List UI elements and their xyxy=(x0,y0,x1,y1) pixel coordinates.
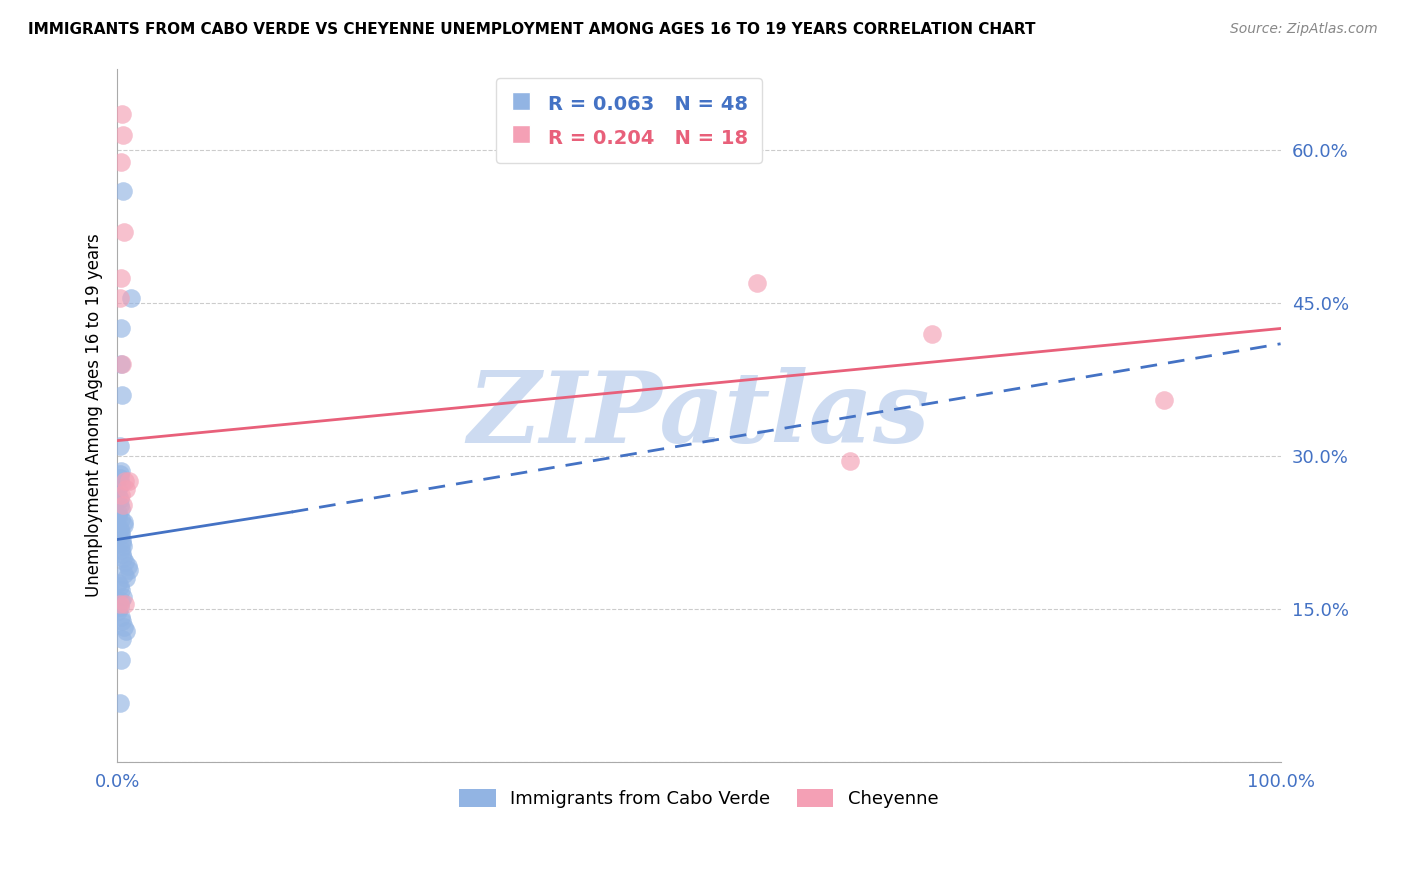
Point xyxy=(107,506,129,520)
Point xyxy=(108,696,131,710)
Point xyxy=(112,515,135,529)
Point xyxy=(110,270,132,285)
Point xyxy=(107,488,129,502)
Point xyxy=(108,471,131,485)
Point xyxy=(110,593,132,607)
Point xyxy=(110,464,132,478)
Point xyxy=(839,454,862,468)
Point xyxy=(111,357,134,371)
Point xyxy=(111,128,134,142)
Legend: Immigrants from Cabo Verde, Cheyenne: Immigrants from Cabo Verde, Cheyenne xyxy=(453,781,946,815)
Point xyxy=(118,563,141,577)
Point xyxy=(110,653,132,667)
Point xyxy=(111,632,134,647)
Point xyxy=(111,107,134,121)
Point xyxy=(108,439,131,453)
Point xyxy=(108,498,131,512)
Point xyxy=(110,488,132,502)
Point xyxy=(114,475,136,489)
Y-axis label: Unemployment Among Ages 16 to 19 years: Unemployment Among Ages 16 to 19 years xyxy=(86,234,103,597)
Point xyxy=(107,576,129,591)
Point xyxy=(115,571,138,585)
Point xyxy=(111,388,134,402)
Point xyxy=(111,550,134,565)
Point xyxy=(107,482,129,496)
Point xyxy=(107,604,129,618)
Point xyxy=(110,357,132,371)
Point xyxy=(115,482,138,496)
Point xyxy=(114,597,136,611)
Point xyxy=(110,321,132,335)
Point xyxy=(111,614,134,628)
Point xyxy=(111,184,134,198)
Point xyxy=(111,498,134,512)
Point xyxy=(112,518,135,533)
Point xyxy=(114,555,136,569)
Point xyxy=(110,155,132,169)
Point xyxy=(108,491,131,506)
Point xyxy=(108,579,131,593)
Point xyxy=(112,567,135,582)
Point xyxy=(111,547,134,561)
Point xyxy=(108,291,131,305)
Point xyxy=(111,590,134,604)
Point xyxy=(112,620,135,634)
Point xyxy=(108,597,131,611)
Point xyxy=(111,535,134,549)
Point xyxy=(120,291,142,305)
Point xyxy=(745,276,768,290)
Point xyxy=(108,467,131,482)
Point xyxy=(110,477,132,491)
Point xyxy=(112,225,135,239)
Point xyxy=(111,533,134,547)
Point xyxy=(110,528,132,542)
Point xyxy=(110,542,132,557)
Point xyxy=(110,583,132,598)
Point xyxy=(108,599,131,614)
Point xyxy=(110,610,132,624)
Point xyxy=(110,512,132,526)
Point xyxy=(110,502,132,516)
Point xyxy=(111,539,134,553)
Point xyxy=(115,624,138,639)
Point xyxy=(108,522,131,536)
Point xyxy=(117,559,139,574)
Point xyxy=(1153,392,1175,407)
Point xyxy=(107,510,129,524)
Text: Source: ZipAtlas.com: Source: ZipAtlas.com xyxy=(1230,22,1378,37)
Point xyxy=(921,326,943,341)
Point xyxy=(110,525,132,540)
Point xyxy=(118,475,141,489)
Text: ZIPatlas: ZIPatlas xyxy=(468,367,931,464)
Text: IMMIGRANTS FROM CABO VERDE VS CHEYENNE UNEMPLOYMENT AMONG AGES 16 TO 19 YEARS CO: IMMIGRANTS FROM CABO VERDE VS CHEYENNE U… xyxy=(28,22,1036,37)
